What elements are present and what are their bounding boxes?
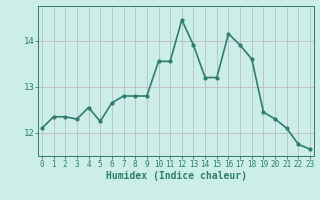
- X-axis label: Humidex (Indice chaleur): Humidex (Indice chaleur): [106, 171, 246, 181]
